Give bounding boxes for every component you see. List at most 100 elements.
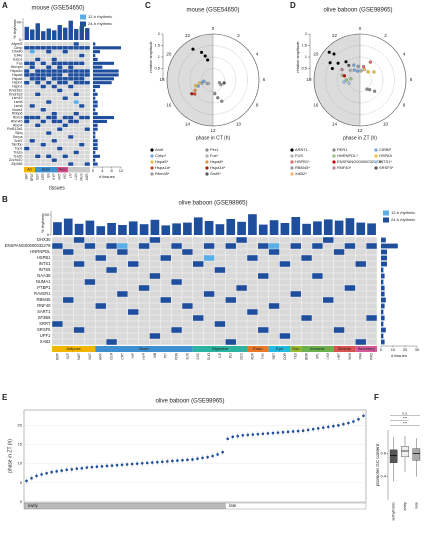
cell	[355, 237, 366, 243]
cell-24h	[62, 46, 68, 50]
cell	[35, 119, 41, 124]
cell	[268, 273, 280, 279]
legend-label: Cirbp*	[155, 153, 167, 158]
bar	[381, 261, 387, 267]
median	[211, 454, 214, 458]
median	[125, 463, 129, 466]
bar	[93, 100, 98, 104]
cell	[182, 285, 193, 291]
cell-24h	[62, 115, 68, 120]
cell	[84, 139, 90, 143]
cell	[62, 131, 68, 135]
row-label: Srsf7	[14, 139, 22, 143]
bar	[93, 85, 100, 89]
cell-24h	[68, 73, 74, 77]
cell	[73, 162, 79, 166]
median	[35, 474, 38, 478]
cell	[51, 108, 57, 112]
cell	[57, 135, 63, 139]
column-label: WAT	[77, 353, 81, 360]
cell	[203, 249, 215, 255]
row-label: Lsm6	[14, 104, 23, 108]
median	[60, 469, 64, 472]
cell	[149, 297, 161, 303]
median	[281, 430, 285, 434]
cell	[24, 150, 30, 155]
cell	[29, 146, 35, 151]
cell-24h	[73, 92, 79, 97]
row-label: PTBP1	[37, 285, 51, 290]
cell	[35, 42, 41, 46]
cell	[46, 162, 52, 166]
point	[356, 69, 360, 73]
bar	[107, 223, 116, 235]
cell-24h	[355, 339, 366, 345]
cell	[117, 303, 128, 309]
cell-24h	[84, 115, 90, 120]
cell	[301, 249, 312, 255]
cell	[95, 315, 106, 321]
cell-24h	[236, 285, 247, 291]
cell	[279, 321, 291, 327]
median	[226, 437, 229, 441]
cell	[52, 267, 63, 273]
cell	[312, 291, 323, 297]
cell	[46, 92, 52, 97]
cell	[193, 339, 204, 345]
cell	[84, 49, 90, 54]
cell	[268, 333, 280, 339]
cell-24h	[79, 61, 85, 66]
bar	[226, 219, 236, 235]
cell-24h	[29, 65, 35, 69]
cell	[203, 279, 215, 285]
row-label: NAA38	[37, 273, 51, 278]
cell	[29, 96, 35, 100]
cell-24h	[35, 123, 41, 128]
cell-24h	[247, 309, 258, 315]
cell	[46, 135, 52, 139]
panel-letter: E	[2, 393, 8, 402]
legend-dot	[205, 166, 209, 170]
cell	[46, 88, 52, 93]
bar	[93, 69, 119, 73]
cell	[279, 237, 291, 243]
cell	[290, 321, 301, 327]
cell	[95, 237, 106, 243]
cell-24h	[138, 285, 150, 291]
legend-swatch	[80, 14, 86, 20]
column-label: PAN	[359, 352, 363, 359]
cell	[236, 309, 247, 315]
column-label: MB	[153, 353, 157, 358]
tissue-group	[333, 346, 356, 352]
cell	[128, 333, 139, 339]
category-label: late	[413, 501, 418, 508]
cell	[171, 255, 182, 261]
cell	[84, 61, 90, 66]
cell	[171, 237, 182, 243]
median	[171, 459, 174, 463]
cell	[366, 321, 377, 327]
cell-24h	[149, 237, 161, 243]
cell	[40, 96, 46, 100]
bar	[93, 131, 96, 135]
cell	[355, 273, 366, 279]
row-label: Lsm8	[14, 100, 23, 104]
cell	[95, 333, 106, 339]
cell	[62, 139, 68, 143]
bar	[381, 327, 386, 333]
legend-dot	[205, 172, 209, 176]
cell	[79, 158, 85, 162]
cell	[193, 243, 204, 249]
cell	[95, 327, 106, 333]
grid-circle	[178, 45, 248, 115]
cell	[62, 53, 68, 58]
cell	[24, 108, 30, 112]
point	[347, 81, 351, 85]
cell	[128, 249, 139, 255]
cell	[29, 142, 35, 147]
cell	[46, 142, 52, 147]
cell	[24, 127, 30, 131]
median	[166, 460, 169, 463]
cell	[160, 321, 171, 327]
cell	[51, 127, 57, 131]
